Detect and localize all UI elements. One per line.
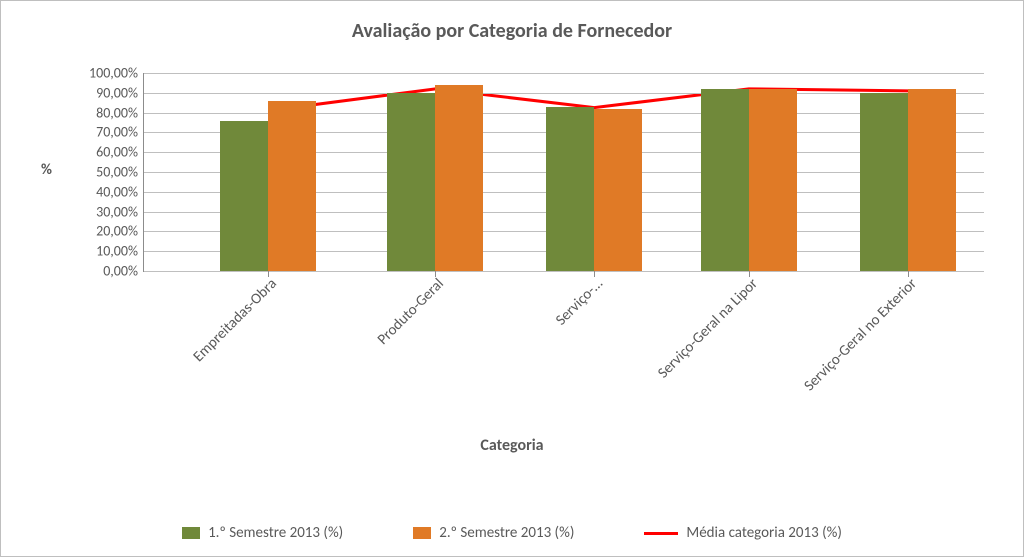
x-tick-label: Empreitadas-Obra [190,275,281,366]
x-axis-title: Categoria [1,436,1023,455]
bar-s1 [387,93,435,271]
bar-s2 [435,85,483,271]
legend-swatch-s1 [182,527,200,539]
y-tick-label: 30,00% [96,203,138,220]
legend-item-s1: 1.º Semestre 2013 (%) [182,524,343,542]
legend-swatch-line [644,532,678,535]
y-tick-label: 70,00% [96,124,138,141]
y-tick-label: 50,00% [96,164,138,181]
legend-label-s1: 1.º Semestre 2013 (%) [208,524,343,542]
y-tick-label: 60,00% [96,144,138,161]
x-tick-label: Serviço-… [552,275,606,329]
gridline [144,271,984,272]
bar-s1 [860,93,908,271]
bar-s2 [908,89,956,271]
bar-s1 [220,121,268,271]
bar-s2 [268,101,316,271]
gridline [144,93,984,94]
y-tick-label: 80,00% [96,104,138,121]
y-tick-label: 100,00% [89,65,138,82]
legend-label-s2: 2.º Semestre 2013 (%) [439,524,574,542]
y-tick-label: 20,00% [96,223,138,240]
y-tick-label: 90,00% [96,84,138,101]
chart-title: Avaliação por Categoria de Fornecedor [1,19,1023,43]
y-axis-title: % [41,161,52,179]
bar-s2 [594,109,642,271]
bar-s1 [701,89,749,271]
x-tick-label: Produto-Geral [374,275,448,349]
legend-swatch-s2 [413,527,431,539]
x-tick-label: Serviço-Geral na Lipor [654,275,761,382]
chart-container: Avaliação por Categoria de Fornecedor % … [0,0,1024,557]
y-tick-label: 40,00% [96,183,138,200]
bar-s1 [546,107,594,271]
legend-item-line: Média categoria 2013 (%) [644,524,842,542]
y-tick-label: 0,00% [103,263,138,280]
gridline [144,73,984,74]
y-tick-label: 10,00% [96,243,138,260]
legend-label-line: Média categoria 2013 (%) [686,524,842,542]
x-tick-label: Serviço-Geral no Exterior [801,275,921,395]
legend-item-s2: 2.º Semestre 2013 (%) [413,524,574,542]
legend: 1.º Semestre 2013 (%) 2.º Semestre 2013 … [1,524,1023,542]
bar-s2 [749,89,797,271]
plot-area: 0,00%10,00%20,00%30,00%40,00%50,00%60,00… [143,73,984,272]
